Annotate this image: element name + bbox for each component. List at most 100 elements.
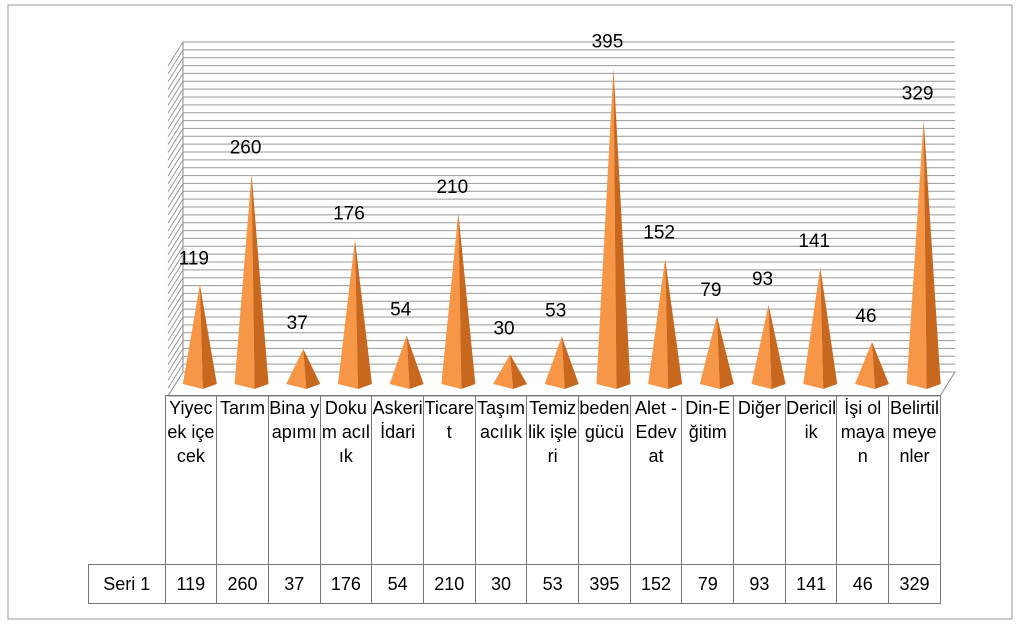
data-label: 119	[179, 249, 209, 270]
cone	[337, 239, 372, 389]
category-label: Alet - Edevat	[629, 395, 683, 565]
cone-right-face	[510, 354, 528, 389]
grid-line	[167, 355, 955, 381]
grid-line	[167, 316, 955, 342]
cone-left-face	[182, 284, 203, 389]
cone-right-face	[561, 336, 579, 389]
grid-line	[167, 198, 955, 224]
cone	[596, 67, 631, 390]
grid-line	[167, 80, 955, 106]
category-label: Askeri İdari	[371, 395, 424, 565]
cone	[544, 336, 579, 389]
grid-line	[167, 41, 955, 67]
cone	[854, 341, 889, 389]
cone	[182, 284, 217, 389]
chart-border	[7, 4, 1013, 620]
data-label: 79	[700, 280, 721, 301]
grid-line	[167, 237, 955, 263]
cone-left-face	[441, 213, 462, 389]
grid-line	[167, 277, 955, 302]
grid-line	[167, 49, 955, 75]
grid-line	[167, 190, 955, 216]
cone-left-face	[699, 315, 720, 389]
table-value: 176	[319, 564, 373, 604]
cone-right-face	[251, 173, 269, 389]
grid-line	[167, 285, 955, 310]
data-label: 54	[390, 300, 412, 321]
category-label: Temizlik işleri	[526, 395, 579, 565]
cone-left-face	[286, 348, 307, 389]
cone-right-face	[665, 258, 683, 389]
data-label: 395	[592, 32, 624, 53]
data-label: 53	[545, 300, 566, 321]
cone-right-face	[768, 304, 786, 389]
table-value: 152	[629, 564, 683, 604]
cone	[286, 348, 321, 389]
grid-line	[167, 363, 955, 389]
grid-line	[167, 96, 955, 122]
grid-line	[167, 57, 955, 82]
category-label: Bina yapımı	[267, 395, 321, 565]
table-value: 30	[474, 564, 528, 604]
table-value: 54	[371, 564, 424, 604]
data-label: 176	[333, 204, 365, 225]
table-value: 93	[733, 564, 786, 604]
grid-line	[167, 65, 955, 90]
data-label: 152	[643, 223, 675, 244]
cone-right-face	[458, 213, 476, 389]
cone	[699, 315, 734, 389]
cone-right-face	[871, 341, 889, 389]
series-name: Seri 1	[88, 564, 166, 604]
blank-cell	[88, 395, 166, 565]
category-label: Diğer	[733, 395, 786, 565]
grid-line	[167, 214, 955, 240]
category-label: Din-Eğitim	[681, 395, 735, 565]
grid-line	[167, 292, 955, 318]
grid-line	[167, 245, 955, 271]
grid-line	[167, 120, 955, 145]
cone	[441, 213, 476, 389]
grid-line	[167, 300, 955, 326]
category-label: Taşımacılık	[474, 395, 528, 565]
grid-line	[167, 151, 955, 177]
data-label: 260	[230, 138, 262, 159]
category-row: Yiyecek içecek Tarım Bina yapımı Dokum acıl…	[88, 395, 941, 565]
grid-line	[167, 332, 955, 357]
grid-line	[167, 175, 955, 200]
cone-left-face	[906, 119, 927, 389]
grid-line	[167, 72, 955, 98]
cone	[493, 354, 528, 389]
grid-line	[167, 159, 955, 185]
cone-right-face	[199, 284, 217, 389]
cone-left-face	[648, 258, 669, 389]
data-label: 30	[493, 318, 514, 339]
table-value: 119	[164, 564, 218, 604]
data-label: 329	[902, 84, 934, 105]
table-value: 46	[836, 564, 890, 604]
category-label: Ticaret	[422, 395, 476, 565]
cone-right-face	[406, 335, 424, 389]
cone-right-face	[613, 67, 631, 390]
data-label: 93	[752, 269, 773, 290]
grid-line	[167, 88, 955, 114]
grid-line	[167, 135, 955, 161]
grid-line	[167, 206, 955, 232]
grid-line	[167, 230, 955, 255]
category-label: Belirtilmeyenler	[888, 395, 941, 565]
table-value: 79	[681, 564, 735, 604]
cone-left-face	[854, 341, 875, 389]
category-label: Dokum acılık	[319, 395, 373, 565]
table-value: 141	[784, 564, 838, 604]
data-label: 141	[798, 231, 830, 252]
cone-left-face	[544, 336, 565, 389]
grid-line	[167, 222, 955, 247]
cone-right-face	[820, 267, 838, 389]
cone	[906, 119, 941, 389]
cone	[803, 267, 838, 389]
table-value: 260	[216, 564, 269, 604]
grid-line	[167, 261, 955, 287]
cone	[389, 335, 424, 389]
cone	[648, 258, 683, 389]
data-label: 37	[287, 313, 308, 334]
grid-line	[167, 127, 955, 153]
